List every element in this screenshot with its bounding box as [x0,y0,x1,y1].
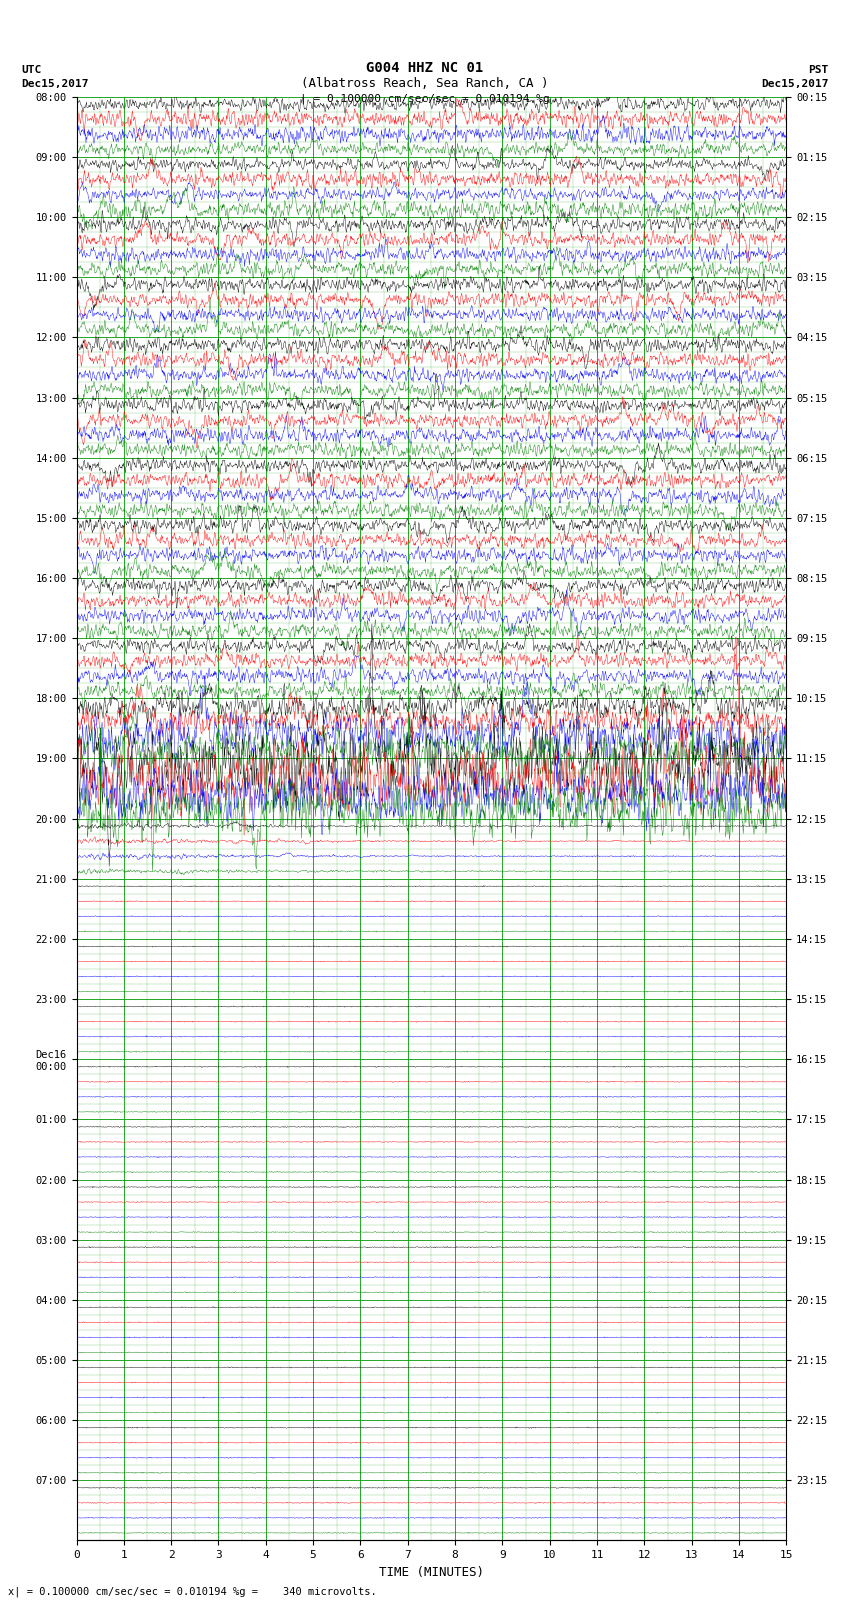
X-axis label: TIME (MINUTES): TIME (MINUTES) [379,1566,484,1579]
Text: G004 HHZ NC 01: G004 HHZ NC 01 [366,61,484,76]
Text: Dec15,2017: Dec15,2017 [21,79,88,89]
Text: (Albatross Reach, Sea Ranch, CA ): (Albatross Reach, Sea Ranch, CA ) [301,77,549,90]
Text: UTC: UTC [21,65,42,74]
Text: x| = 0.100000 cm/sec/sec = 0.010194 %g =    340 microvolts.: x| = 0.100000 cm/sec/sec = 0.010194 %g =… [8,1586,377,1597]
Text: Dec15,2017: Dec15,2017 [762,79,829,89]
Text: | = 0.100000 cm/sec/sec = 0.010194 %g: | = 0.100000 cm/sec/sec = 0.010194 %g [300,94,550,105]
Text: PST: PST [808,65,829,74]
